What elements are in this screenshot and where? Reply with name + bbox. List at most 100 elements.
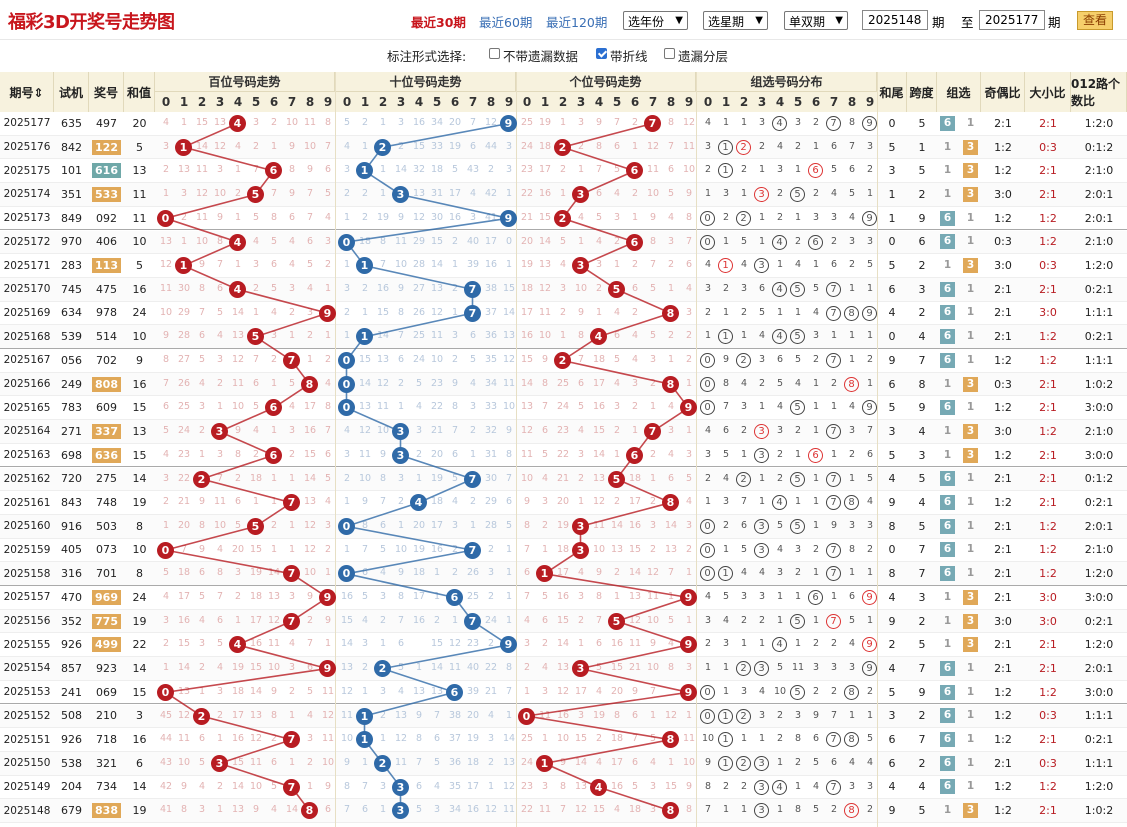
section-header-units: 个位号码走势 — [516, 72, 696, 92]
omission-value: 1 — [595, 306, 603, 318]
omission-value: 4 — [667, 401, 675, 413]
group-digit-hit: 3 — [754, 258, 769, 274]
group-omission: 2 — [812, 543, 820, 555]
group-six-badge: 6 — [940, 708, 955, 724]
group-omission: 1 — [740, 117, 748, 128]
omission-value: 2 — [379, 614, 387, 626]
omission-value: 25 — [520, 733, 534, 745]
omission-value: 29 — [177, 306, 191, 318]
from-issue-input[interactable]: 2025148 — [862, 10, 928, 30]
chevron-down-icon: ▼ — [755, 15, 763, 26]
cell-award: 533 — [89, 183, 124, 206]
omission-value: 12 — [177, 709, 191, 721]
omission-value: 12 — [159, 259, 173, 271]
range-60-link[interactable]: 最近60期 — [479, 15, 533, 30]
omission-value: 12 — [484, 804, 498, 816]
omission-value: 2 — [306, 330, 314, 342]
omission-value: 3 — [270, 330, 278, 342]
omission-value: 26 — [466, 567, 480, 579]
omission-value: 2 — [252, 448, 260, 460]
omission-value: 6 — [577, 377, 585, 389]
group-omission: 7 — [722, 401, 730, 413]
omission-value: 8 — [397, 306, 405, 318]
group-omission: 3 — [866, 780, 874, 792]
cell-sp: 2 — [918, 306, 926, 320]
omission-value: 1 — [306, 354, 314, 365]
group-six-badge: 6 — [940, 779, 955, 795]
table-row: 2025155 926 499 22 2 15 3 5 4 16 11 4 7 1 14 3 1 6 15 12 23 2… — [0, 633, 1127, 658]
omission-value: 14 — [592, 448, 606, 460]
digit-header: 2 — [739, 95, 749, 109]
omission-value: 24 — [556, 401, 570, 413]
group-digit-hit: 1 — [718, 329, 733, 345]
omission-value: 7 — [379, 259, 387, 271]
group-omission: 6 — [758, 282, 766, 294]
omission-value: 10 — [592, 543, 606, 555]
units-ball: 2 — [554, 209, 571, 227]
no-omission-checkbox[interactable] — [489, 48, 500, 59]
query-button[interactable]: 查看 — [1077, 11, 1113, 30]
omission-value: 11 — [592, 519, 606, 531]
omission-value: 9 — [559, 756, 567, 768]
group-six-badge: 1 — [943, 377, 952, 390]
omission-value: 5 — [162, 567, 170, 579]
to-issue-input[interactable]: 2025177 — [979, 10, 1045, 30]
group-omission: 4 — [740, 259, 748, 271]
omission-value: 3 — [487, 733, 495, 745]
group-omission: 3 — [722, 638, 730, 650]
cell-oe: 2:1 — [994, 661, 1012, 675]
omission-value: 17 — [556, 567, 570, 579]
group-omission: 1 — [794, 780, 802, 792]
chevron-down-icon: ▼ — [675, 15, 683, 26]
year-select[interactable]: 选年份 ▼ — [623, 11, 688, 30]
omission-value: 37 — [484, 306, 498, 318]
omission-value: 9 — [379, 448, 387, 460]
omission-value: 9 — [343, 756, 351, 768]
layered-omission-checkbox[interactable] — [664, 48, 675, 59]
omission-value: 2 — [252, 282, 260, 294]
range-120-link[interactable]: 最近120期 — [546, 15, 608, 30]
cell-s: 5 — [136, 140, 143, 154]
omission-value: 3 — [252, 117, 260, 128]
omission-value: 7 — [306, 638, 314, 650]
cell-t: 916 — [61, 519, 82, 533]
omission-value: 21 — [628, 662, 642, 674]
week-select[interactable]: 选星期 ▼ — [703, 11, 768, 30]
group-six-badge: 1 — [943, 448, 952, 461]
cell-t: 271 — [61, 424, 82, 438]
omission-value: 23 — [177, 448, 191, 460]
group-digit-hit: 5 — [790, 518, 805, 534]
hundreds-ball: 1 — [175, 138, 192, 156]
omission-value: 12 — [394, 733, 408, 745]
omission-value: 15 — [520, 354, 534, 365]
cell-s: 19 — [132, 496, 147, 510]
polyline-checkbox[interactable] — [596, 48, 607, 59]
group-digit-hit: 1 — [718, 566, 733, 582]
col-header-issue[interactable]: 期号⇕ — [0, 72, 54, 112]
omission-value: 16 — [538, 188, 552, 200]
group-digit-hit: 4 — [772, 495, 787, 511]
group-six-badge: 6 — [940, 305, 955, 321]
group-digit-hit: 5 — [790, 613, 805, 629]
omission-value: 5 — [613, 354, 621, 365]
parity-select[interactable]: 单双期 ▼ — [784, 11, 848, 30]
omission-value: 3 — [288, 591, 296, 602]
tens-ball: 0 — [338, 517, 355, 535]
omission-value: 6 — [198, 567, 206, 579]
omission-value: 3 — [649, 519, 657, 531]
cell-i: 2025169 — [3, 306, 51, 319]
hundreds-ball: 8 — [301, 802, 318, 820]
omission-value: 7 — [595, 164, 603, 176]
group-digit-hit: 4 — [772, 329, 787, 345]
omission-value: 13 — [358, 401, 372, 413]
group-digit-hit: 5 — [790, 471, 805, 487]
omission-value: 5 — [270, 780, 278, 792]
hundreds-ball: 4 — [229, 115, 246, 132]
group-omission: 3 — [812, 662, 820, 674]
range-30-link[interactable]: 最近30期 — [411, 15, 466, 30]
group-three-badge: 1 — [966, 211, 975, 224]
omission-value: 1 — [288, 709, 296, 721]
cell-i: 2025168 — [3, 330, 51, 343]
